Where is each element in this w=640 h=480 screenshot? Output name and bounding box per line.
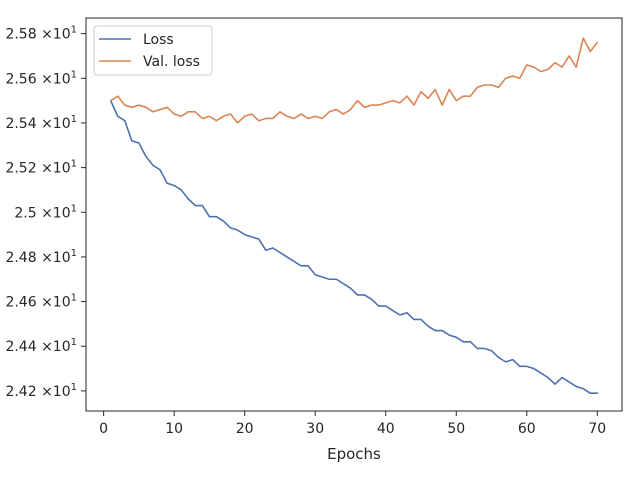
x-tick-label: 30 (306, 421, 324, 437)
x-tick-label: 40 (377, 421, 395, 437)
y-tick-label: 2.54 ×101 (5, 114, 77, 132)
legend: Loss Val. loss (93, 25, 213, 76)
plot-area (85, 17, 623, 412)
x-axis-label: Epochs (327, 445, 381, 463)
y-tick-label: 2.58 ×101 (5, 25, 77, 43)
series-line-val-loss (109, 37, 599, 124)
legend-label-loss: Loss (143, 32, 174, 48)
legend-label-val-loss: Val. loss (143, 54, 200, 70)
y-axis: 2.42 ×101 2.44 ×101 2.46 ×101 2.48 ×101 2.5 … (5, 25, 86, 400)
y-tick-label: 2.5 ×101 (14, 203, 77, 221)
y-tick-label: 2.46 ×101 (5, 293, 77, 311)
x-tick-label: 10 (165, 421, 183, 437)
y-tick-label: 2.52 ×101 (5, 159, 77, 177)
x-tick-label: 0 (99, 421, 108, 437)
y-tick-label: 2.48 ×101 (5, 248, 77, 266)
x-tick-label: 70 (588, 421, 606, 437)
y-tick-label: 2.56 ×101 (5, 69, 77, 87)
axes-frame (85, 17, 623, 412)
x-tick-label: 60 (518, 421, 536, 437)
series-lines (109, 37, 599, 394)
series-line-loss (109, 99, 599, 394)
x-tick-label: 50 (447, 421, 465, 437)
y-tick-label: 2.44 ×101 (5, 337, 77, 355)
y-tick-label: 2.42 ×101 (5, 382, 77, 400)
x-axis: 0 10 20 30 40 50 60 70 (99, 411, 606, 437)
x-tick-label: 20 (236, 421, 254, 437)
